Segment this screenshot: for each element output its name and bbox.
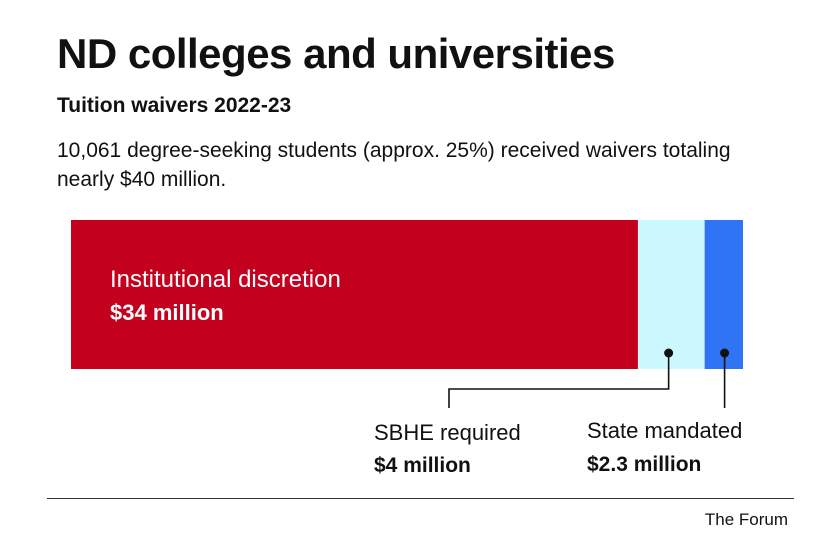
chart-title: ND colleges and universities [57,30,615,77]
chart-subtitle: Tuition waivers 2022-23 [57,94,292,117]
chart-description: 10,061 degree-seeking students (approx. … [57,139,731,191]
segment-label-0: Institutional discretion [110,266,341,293]
segment-value-0: $34 million [110,300,224,325]
callout-line-1 [448,353,670,408]
segment-value-1: $4 million [374,454,471,477]
source-credit: The Forum [704,510,788,529]
segment-label-1: SBHE required [374,420,521,445]
footer-divider [47,498,794,499]
segment-value-2: $2.3 million [587,453,701,476]
bar-segment-2 [704,220,743,369]
segment-label-2: State mandated [587,418,742,443]
bar-segment-0 [71,220,638,369]
bar-segment-1 [637,220,705,369]
